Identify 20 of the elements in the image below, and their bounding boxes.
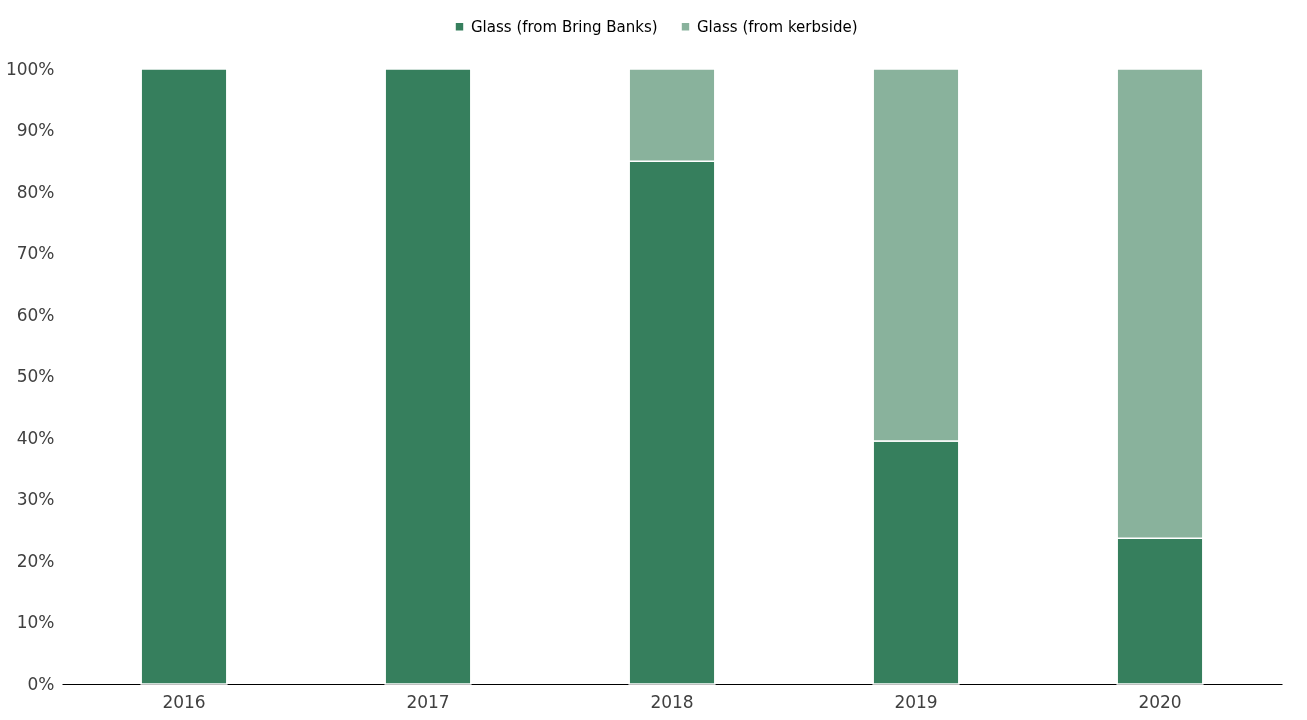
x-tick-label: 2018 [650,691,694,712]
y-tick-label: 40% [16,427,55,448]
bar [140,68,228,685]
y-tick-label: 80% [16,181,55,202]
y-tick-label: 90% [16,120,55,140]
y-tick-label: 60% [16,304,55,325]
x-tick-label: 2016 [162,691,206,712]
y-tick-label: 50% [16,366,55,386]
x-tick-label: 2017 [406,691,450,712]
x-tick-label: 2020 [1138,691,1182,712]
y-tick-label: 10% [16,612,55,632]
x-tick-label: 2019 [894,691,938,712]
y-tick-label: 20% [16,550,55,571]
y-tick-label: 100% [5,58,55,79]
legend-label: Glass (from Bring Banks) [471,17,658,36]
y-tick-label: 30% [16,489,55,509]
y-tick-label: 0% [27,673,55,694]
bar [384,68,472,685]
y-tick-label: 70% [16,243,55,263]
legend-label: Glass (from kerbside) [697,17,858,36]
